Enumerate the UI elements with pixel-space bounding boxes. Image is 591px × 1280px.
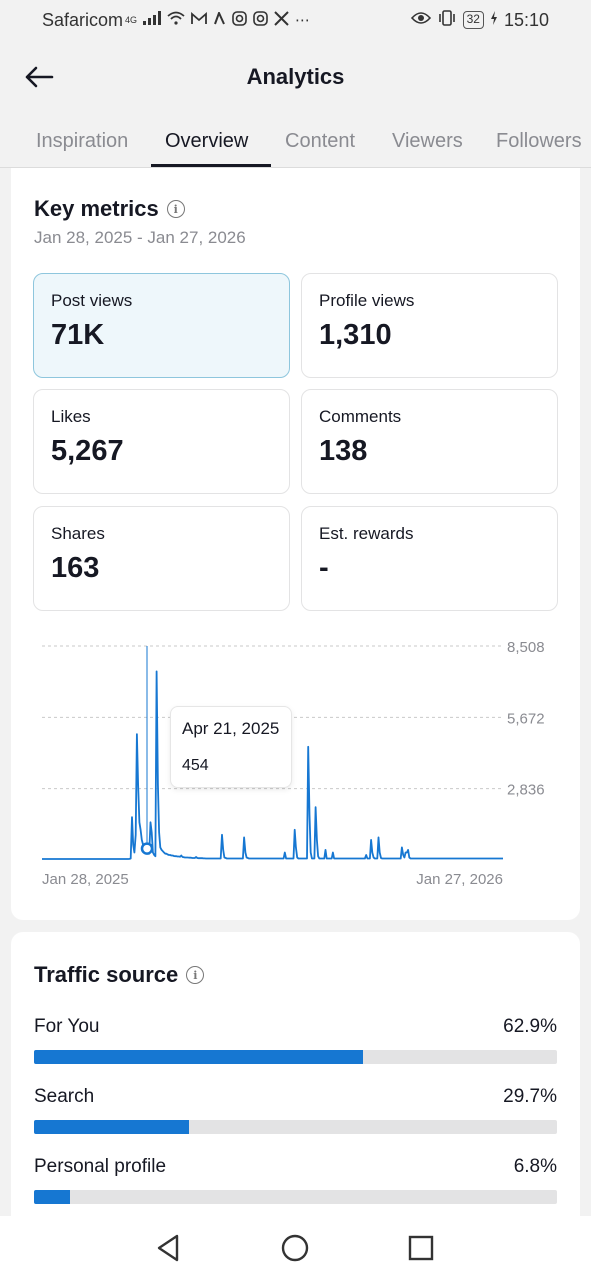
status-left: Safaricom 4G ⋯ xyxy=(42,10,310,31)
carrier-name: Safaricom xyxy=(42,9,124,30)
x-end-label: Jan 27, 2026 xyxy=(416,871,503,888)
metric-label: Likes xyxy=(51,407,91,426)
traffic-bar-track xyxy=(34,1050,557,1064)
traffic-label: Personal profile xyxy=(34,1156,167,1177)
gmail-icon xyxy=(191,11,207,29)
traffic-percent: 6.8% xyxy=(513,1156,557,1177)
page-title: Analytics xyxy=(246,64,345,89)
metric-value: 138 xyxy=(319,435,368,467)
y-tick-label: 5,672 xyxy=(507,710,545,727)
network-type: 4G xyxy=(125,15,138,25)
traffic-bar-track xyxy=(34,1190,557,1204)
traffic-source-title: Traffic source xyxy=(34,962,179,987)
vibrate-icon xyxy=(437,10,457,30)
tooltip-date: Apr 21, 2025 xyxy=(182,719,280,738)
signal-icon xyxy=(143,11,162,29)
home-circle-icon[interactable] xyxy=(279,1232,311,1264)
metric-value: 163 xyxy=(51,552,100,584)
metric-comments[interactable]: Comments 138 xyxy=(301,389,558,494)
traffic-label: Search xyxy=(34,1086,95,1107)
tab-content[interactable]: Content xyxy=(285,130,356,152)
metric-label: Est. rewards xyxy=(319,524,414,543)
key-metrics-card: Key metrics i Jan 28, 2025 - Jan 27, 202… xyxy=(11,168,580,920)
metric-likes[interactable]: Likes 5,267 xyxy=(33,389,290,494)
traffic-row-search: Search 29.7% xyxy=(34,1086,557,1136)
metric-value: 1,310 xyxy=(319,319,392,351)
back-arrow-icon xyxy=(25,66,54,88)
traffic-percent: 29.7% xyxy=(503,1086,557,1107)
more-icon: ⋯ xyxy=(295,12,311,29)
traffic-row-personal-profile: Personal profile 6.8% xyxy=(34,1156,557,1206)
info-icon[interactable]: i xyxy=(186,966,205,984)
traffic-bar-fill xyxy=(34,1190,70,1204)
traffic-row-for-you: For You 62.9% xyxy=(34,1016,557,1066)
recents-square-icon[interactable] xyxy=(405,1232,437,1264)
info-icon[interactable]: i xyxy=(166,200,185,218)
metric-value: - xyxy=(319,552,329,584)
metric-label: Profile views xyxy=(319,291,415,310)
x-icon xyxy=(274,10,289,30)
back-button[interactable] xyxy=(22,60,56,94)
y-tick-label: 8,508 xyxy=(507,639,545,656)
chart-tooltip: Apr 21, 2025 454 xyxy=(170,706,292,788)
system-nav-bar xyxy=(0,1216,591,1280)
key-metrics-header: Key metrics i xyxy=(34,196,185,222)
eye-icon xyxy=(410,11,431,29)
hover-point xyxy=(140,842,154,855)
charging-icon xyxy=(490,11,498,29)
back-triangle-icon[interactable] xyxy=(153,1232,185,1264)
wifi-icon xyxy=(167,11,185,29)
tab-bar: Inspiration Overview Content Viewers Fol… xyxy=(0,114,591,168)
metric-label: Shares xyxy=(51,524,105,543)
series-line xyxy=(42,670,503,860)
clock: 15:10 xyxy=(503,9,549,30)
instagram-icon xyxy=(253,10,268,30)
traffic-label: For You xyxy=(34,1016,100,1037)
y-tick-label: 2,836 xyxy=(507,782,545,799)
traffic-source-header: Traffic source i xyxy=(34,962,205,988)
active-tab-indicator xyxy=(151,164,271,167)
status-bar: Safaricom 4G ⋯ 32 xyxy=(0,0,591,40)
status-right: 32 15:10 xyxy=(410,9,549,31)
tab-followers[interactable]: Followers xyxy=(496,130,582,152)
instagram-icon xyxy=(232,10,247,30)
key-metrics-title: Key metrics xyxy=(34,196,159,221)
x-start-label: Jan 28, 2025 xyxy=(42,871,129,888)
metric-post-views[interactable]: Post views 71K xyxy=(33,273,290,378)
traffic-percent: 62.9% xyxy=(503,1016,557,1037)
tab-inspiration[interactable]: Inspiration xyxy=(36,130,129,152)
traffic-bar-track xyxy=(34,1120,557,1134)
metric-value: 71K xyxy=(51,319,105,351)
post-views-chart[interactable]: 8,508 5,672 2,836 Jan 28, 2025 Jan 27, 2026 xyxy=(11,636,580,896)
traffic-source-card: Traffic source i For You 62.9% Search 29… xyxy=(11,932,580,1232)
tab-overview[interactable]: Overview xyxy=(165,130,249,152)
metric-value: 5,267 xyxy=(51,435,124,467)
traffic-bar-fill xyxy=(34,1120,190,1134)
metric-profile-views[interactable]: Profile views 1,310 xyxy=(301,273,558,378)
app-icon xyxy=(213,9,226,29)
battery-icon: 32 xyxy=(462,11,484,29)
metric-label: Comments xyxy=(319,407,402,426)
metric-shares[interactable]: Shares 163 xyxy=(33,506,290,611)
tab-viewers[interactable]: Viewers xyxy=(392,130,463,152)
traffic-bar-fill xyxy=(34,1050,363,1064)
date-range: Jan 28, 2025 - Jan 27, 2026 xyxy=(34,228,246,247)
metric-est-rewards[interactable]: Est. rewards - xyxy=(301,506,558,611)
app-header: Analytics xyxy=(0,40,591,114)
tooltip-value: 454 xyxy=(182,757,209,774)
metric-label: Post views xyxy=(51,291,133,310)
